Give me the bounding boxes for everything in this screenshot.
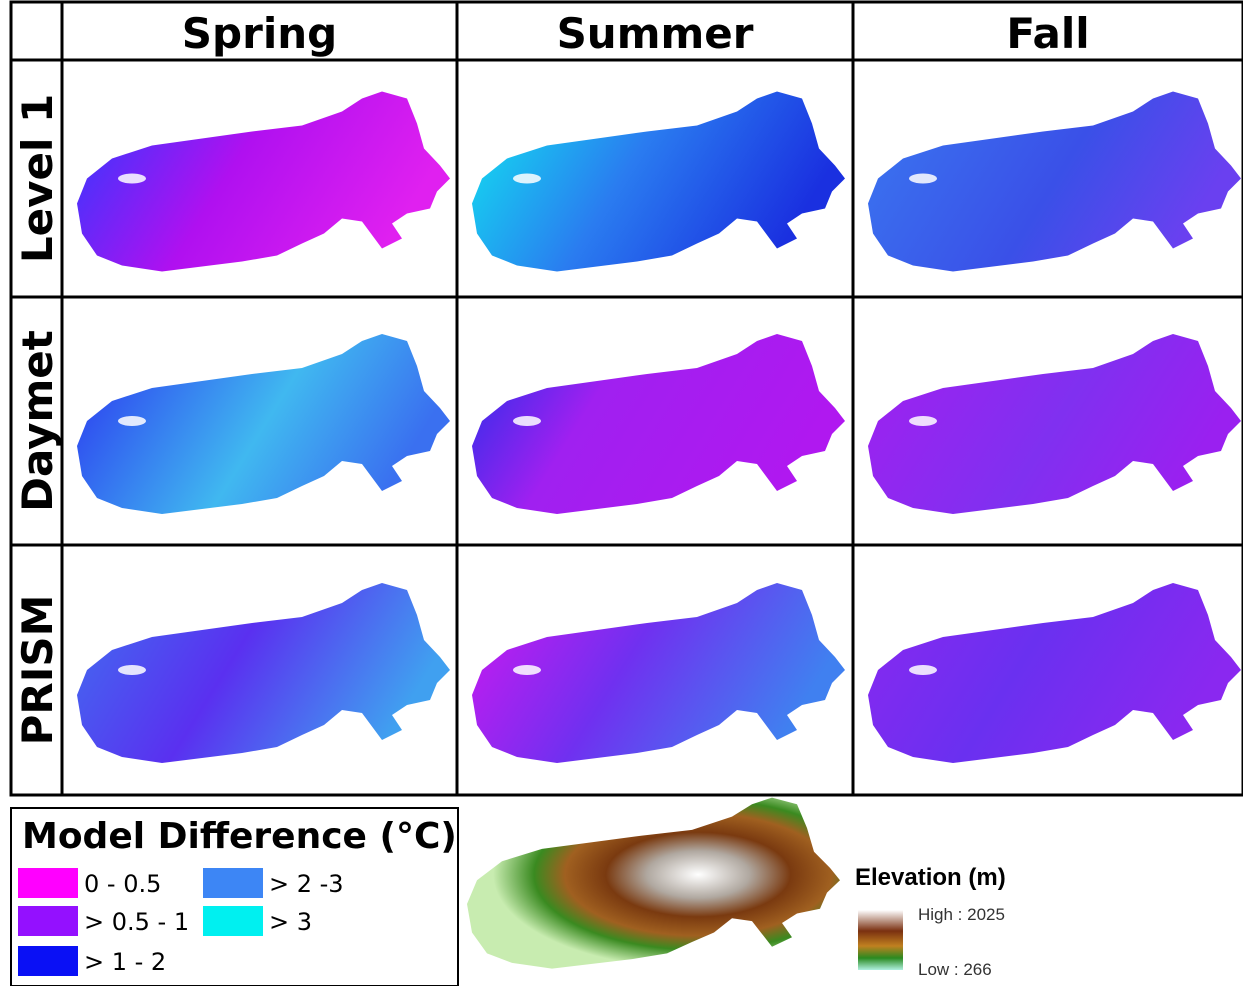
map-panel: [77, 583, 450, 763]
elevation-map: [467, 798, 840, 969]
map-panel: [868, 583, 1241, 763]
column-header: Spring: [182, 9, 337, 58]
figure: Model Difference (°C) Elevation (m) High…: [0, 0, 1243, 986]
legend-swatch: [18, 906, 78, 936]
legend-label: 0 - 0.5: [84, 870, 161, 898]
map-highlight: [118, 174, 146, 184]
map-highlight: [118, 665, 146, 675]
legend-swatch: [18, 946, 78, 976]
map-panel: [868, 334, 1241, 514]
map-highlight: [513, 416, 541, 426]
legend-swatch: [203, 868, 263, 898]
elevation-low: Low : 266: [918, 960, 992, 979]
map-panel: [868, 92, 1241, 272]
column-header: Fall: [1006, 9, 1089, 58]
column-header: Summer: [557, 9, 754, 58]
legend-swatch: [203, 906, 263, 936]
row-header: Level 1: [13, 94, 62, 263]
row-header: PRISM: [13, 595, 62, 746]
legend-title: Model Difference (°C): [22, 816, 457, 857]
legend-label: > 0.5 - 1: [84, 908, 189, 936]
map-highlight: [909, 665, 937, 675]
map-highlight: [118, 416, 146, 426]
elevation-ramp: [858, 910, 903, 970]
elevation-title: Elevation (m): [855, 864, 1006, 891]
legend-label: > 2 -3: [269, 870, 344, 898]
map-panel: [472, 334, 845, 514]
map-highlight: [513, 174, 541, 184]
map-panel: [77, 92, 450, 272]
legend-label: > 3: [269, 908, 312, 936]
map-highlight: [513, 665, 541, 675]
row-header: Daymet: [13, 330, 62, 512]
map-highlight: [909, 416, 937, 426]
map-highlight: [909, 174, 937, 184]
map-panel: [77, 334, 450, 514]
map-panel: [472, 583, 845, 763]
legend-swatch: [18, 868, 78, 898]
legend-label: > 1 - 2: [84, 948, 166, 976]
elevation-high: High : 2025: [918, 905, 1005, 924]
map-panel: [472, 92, 845, 272]
